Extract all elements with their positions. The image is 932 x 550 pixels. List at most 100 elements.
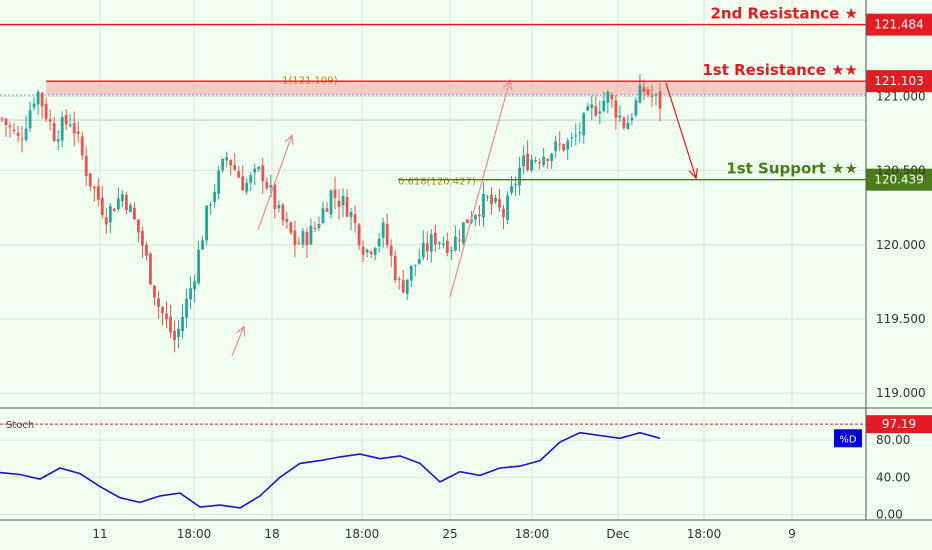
candle-body	[498, 199, 501, 208]
candle-body	[225, 157, 229, 161]
x-tick-label: 25	[442, 527, 457, 541]
candle-body	[197, 249, 200, 284]
stoch-title: Stoch	[6, 420, 34, 431]
x-tick-label: 9	[788, 527, 796, 541]
candle-body	[257, 166, 261, 170]
candle-body	[373, 248, 377, 255]
candle-body	[60, 117, 64, 141]
arrow-up-1	[257, 134, 293, 231]
candle-body	[273, 184, 277, 209]
candle-body	[145, 244, 148, 256]
candle-body	[490, 195, 493, 205]
candle-body	[137, 219, 140, 233]
candle-body	[650, 95, 654, 97]
candle-body	[104, 217, 108, 225]
candle-body	[598, 111, 602, 114]
candle-body	[453, 236, 457, 251]
candle-body	[337, 200, 341, 207]
candle-body	[325, 208, 329, 212]
candle-body	[349, 212, 353, 218]
level-badge	[866, 13, 932, 36]
candle-body	[622, 117, 626, 128]
arrow-down-2	[665, 82, 697, 179]
level-badge	[866, 168, 932, 191]
candle-body	[381, 222, 385, 238]
candle-body	[510, 186, 513, 193]
candle-body	[397, 278, 401, 280]
y-tick-label: 121.000	[876, 89, 926, 103]
candle-body	[409, 265, 413, 281]
price-grid	[0, 0, 866, 408]
candle-body	[566, 140, 570, 150]
candle-body	[64, 115, 68, 125]
arrow-up-2	[449, 80, 511, 297]
stoch-panel: 97.19 Stoch %D	[0, 415, 932, 509]
candle-body	[128, 205, 132, 213]
stoch-y-tick-label: 80.00	[876, 433, 910, 447]
stoch-level-badge	[866, 415, 932, 434]
candle-body	[425, 243, 429, 252]
candle-body	[84, 155, 88, 176]
candle-body	[80, 136, 84, 156]
candle-body	[48, 119, 52, 122]
candle-body	[213, 191, 217, 203]
stoch-d-line	[0, 431, 661, 509]
candle-body	[486, 196, 489, 198]
candle-body	[329, 190, 333, 215]
candle-body	[20, 138, 24, 140]
candle-body	[233, 165, 237, 170]
candle-body	[405, 279, 409, 294]
candle-body	[261, 165, 265, 181]
candle-body	[28, 110, 32, 129]
candle-body	[8, 125, 12, 128]
candle-body	[209, 204, 213, 206]
candle-body	[289, 222, 293, 234]
x-tick-label: Dec	[606, 527, 629, 541]
candle-body	[116, 198, 120, 210]
candle-body	[40, 92, 44, 107]
candle-body	[108, 206, 112, 223]
candle-body	[281, 204, 285, 221]
candle-body	[574, 135, 578, 137]
candle-body	[92, 186, 96, 189]
x-tick-label: 18:00	[687, 527, 722, 541]
candle-body	[385, 224, 389, 246]
candle-body	[518, 167, 521, 186]
x-tick-label: 18:00	[345, 527, 380, 541]
candle-body	[112, 208, 116, 212]
level-label: 1st Support ★★	[726, 160, 858, 178]
candle-body	[570, 137, 574, 139]
candle-body	[550, 153, 554, 161]
candle-body	[293, 230, 297, 245]
x-tick-label: 11	[92, 527, 107, 541]
candle-body	[32, 103, 36, 108]
candle-body	[305, 232, 309, 246]
candle-body	[52, 123, 56, 141]
candle-body	[594, 106, 598, 116]
stoch-level-text: 97.19	[882, 417, 916, 431]
candle-body	[578, 132, 582, 134]
candle-body	[389, 245, 393, 256]
fib-annotation: 0.618(120.427)	[398, 176, 476, 187]
candle-body	[538, 162, 542, 164]
candle-body	[658, 91, 662, 109]
candle-body	[506, 195, 509, 220]
y-tick-label: 119.500	[876, 312, 926, 326]
candle-body	[514, 184, 517, 186]
candle-body	[189, 288, 192, 300]
candle-body	[626, 122, 630, 130]
candle-body	[401, 280, 405, 293]
stoch-legend-badge	[834, 429, 862, 448]
candle-body	[301, 231, 305, 245]
candle-body	[353, 214, 357, 224]
candle-body	[253, 168, 257, 173]
candle-body	[482, 193, 485, 218]
candle-body	[76, 131, 80, 134]
level-badge-text: 121.103	[874, 74, 924, 88]
candle-body	[269, 185, 273, 188]
candle-body	[181, 317, 184, 332]
candle-body	[177, 328, 180, 338]
candle-body	[546, 159, 550, 161]
candle-body	[445, 240, 449, 254]
